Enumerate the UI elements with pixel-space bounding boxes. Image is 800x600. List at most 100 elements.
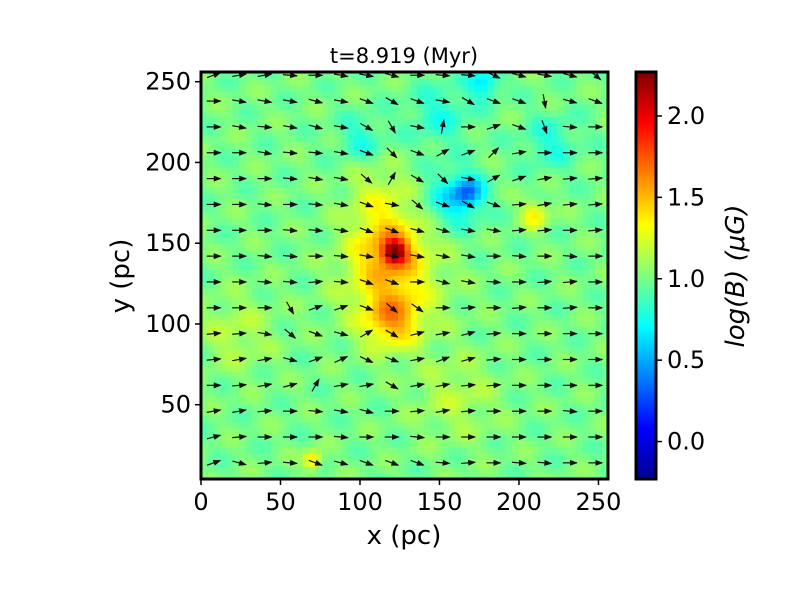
heatmap-cell bbox=[455, 154, 463, 162]
heatmap-cell bbox=[379, 110, 387, 118]
heatmap-cell bbox=[538, 389, 546, 397]
heatmap-cell bbox=[576, 281, 584, 289]
heatmap-cell bbox=[353, 173, 361, 181]
heatmap-cell bbox=[404, 103, 412, 111]
heatmap-cell bbox=[576, 78, 584, 86]
heatmap-cell bbox=[347, 269, 355, 277]
heatmap-cell bbox=[302, 154, 310, 162]
heatmap-cell bbox=[347, 383, 355, 391]
heatmap-cell bbox=[239, 230, 247, 238]
heatmap-cell bbox=[270, 428, 278, 436]
heatmap-cell bbox=[277, 186, 285, 194]
heatmap-cell bbox=[512, 345, 520, 353]
x-tick-label: 0 bbox=[193, 488, 208, 516]
heatmap-cell bbox=[302, 364, 310, 372]
heatmap-cell bbox=[557, 294, 565, 302]
heatmap-cell bbox=[544, 205, 552, 213]
heatmap-cell bbox=[461, 300, 469, 308]
heatmap-cell bbox=[576, 370, 584, 378]
heatmap-cell bbox=[296, 262, 304, 270]
heatmap-cell bbox=[385, 72, 393, 79]
heatmap-cell bbox=[557, 396, 565, 404]
heatmap-cell bbox=[480, 396, 488, 404]
heatmap-cell bbox=[239, 161, 247, 168]
heatmap-cell bbox=[461, 269, 469, 277]
heatmap-cell bbox=[270, 180, 278, 188]
heatmap-cell bbox=[321, 459, 329, 467]
colorbar-tick-label: 1.0 bbox=[667, 265, 705, 293]
heatmap-cell bbox=[429, 154, 437, 162]
heatmap-cell bbox=[582, 377, 590, 385]
heatmap-cell bbox=[372, 466, 380, 474]
heatmap-cell bbox=[474, 218, 482, 226]
field-arrow bbox=[461, 459, 477, 466]
heatmap-cell bbox=[391, 402, 399, 410]
heatmap-cell bbox=[449, 237, 456, 245]
heatmap-cell bbox=[359, 421, 367, 429]
heatmap-cell bbox=[366, 167, 374, 175]
heatmap-cell bbox=[449, 447, 456, 455]
heatmap-cell bbox=[385, 167, 393, 175]
heatmap-cell bbox=[277, 84, 285, 92]
heatmap-cell bbox=[518, 110, 526, 118]
heatmap-cell bbox=[576, 472, 584, 479]
heatmap-cell bbox=[366, 218, 374, 226]
heatmap-cell bbox=[506, 332, 514, 340]
heatmap-cell bbox=[340, 396, 348, 404]
heatmap-cell bbox=[379, 358, 387, 366]
heatmap-cell bbox=[588, 421, 596, 429]
heatmap-cell bbox=[588, 428, 596, 436]
heatmap-cell bbox=[455, 345, 463, 353]
heatmap-cell bbox=[442, 161, 450, 168]
heatmap-cell bbox=[391, 440, 399, 448]
heatmap-cell bbox=[436, 459, 444, 467]
heatmap-cell bbox=[404, 383, 412, 391]
heatmap-cell bbox=[366, 294, 374, 302]
heatmap-cell bbox=[531, 421, 539, 429]
heatmap-cell bbox=[518, 135, 526, 143]
heatmap-cell bbox=[480, 199, 488, 207]
heatmap-cell bbox=[379, 78, 387, 86]
heatmap-cell bbox=[563, 415, 571, 423]
heatmap-cell bbox=[309, 205, 317, 213]
heatmap-cell bbox=[423, 91, 431, 99]
y-tick-label: 250 bbox=[145, 68, 191, 96]
heatmap-cell bbox=[321, 243, 329, 251]
heatmap-cell bbox=[404, 262, 412, 270]
heatmap-cell bbox=[366, 84, 374, 92]
heatmap-cell bbox=[576, 256, 584, 264]
heatmap-cell bbox=[245, 205, 253, 213]
heatmap-cell bbox=[201, 358, 208, 366]
heatmap-cell bbox=[207, 250, 215, 258]
heatmap-cell bbox=[264, 205, 272, 213]
heatmap-cell bbox=[423, 205, 431, 213]
heatmap-cell bbox=[563, 141, 571, 149]
field-arrow bbox=[359, 459, 374, 466]
heatmap-cell bbox=[213, 339, 221, 347]
heatmap-cell bbox=[226, 351, 234, 359]
heatmap-cell bbox=[270, 459, 278, 467]
heatmap-cell bbox=[213, 351, 221, 359]
heatmap-cell bbox=[480, 320, 488, 327]
heatmap-cell bbox=[201, 167, 208, 175]
heatmap-cell bbox=[531, 97, 539, 105]
heatmap-cell bbox=[347, 211, 355, 219]
heatmap-cell bbox=[506, 250, 514, 258]
heatmap-cell bbox=[550, 370, 558, 378]
heatmap-cell bbox=[474, 84, 482, 92]
heatmap-cell bbox=[398, 415, 406, 423]
heatmap-cell bbox=[474, 339, 482, 347]
field-arrow bbox=[384, 253, 400, 260]
heatmap-cell bbox=[309, 91, 317, 99]
heatmap-cell bbox=[423, 409, 431, 417]
heatmap-cell bbox=[258, 211, 266, 219]
heatmap-cell bbox=[595, 428, 603, 436]
heatmap-cell bbox=[270, 103, 278, 111]
heatmap-cell bbox=[538, 110, 546, 118]
heatmap-cell bbox=[550, 161, 558, 168]
heatmap-cell bbox=[372, 192, 380, 200]
heatmap-cell bbox=[251, 358, 259, 366]
heatmap-cell bbox=[207, 84, 215, 92]
heatmap-cell bbox=[366, 154, 374, 162]
heatmap-cell bbox=[398, 370, 406, 378]
